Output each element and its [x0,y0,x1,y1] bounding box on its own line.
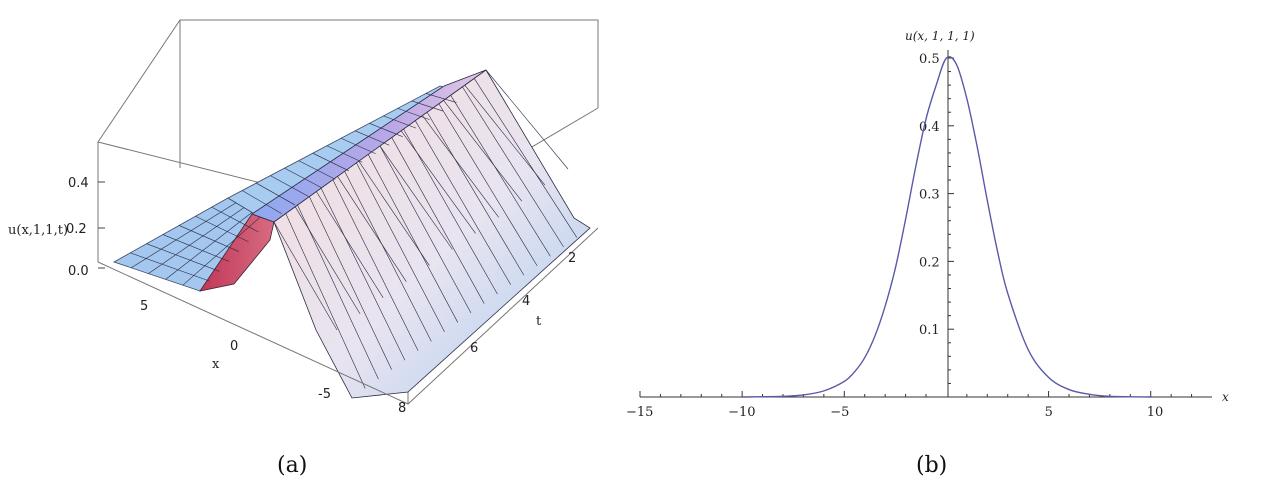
x-tick-label: −10 [728,405,755,420]
x-axis-ticks: 5 0 -5 [140,299,331,402]
plot-title: u(x, 1, 1, 1) [905,29,975,43]
mesh-line [383,115,417,129]
t-tick-label: 8 [398,401,406,416]
mesh-line [256,182,296,206]
z-tick-label: 0.4 [68,176,89,191]
t-axis-ticks: 2 4 6 8 [398,251,576,416]
mesh-line [297,204,379,380]
caption-b: (b) [916,453,947,478]
mesh-line [397,108,430,120]
surface-bump-left [199,213,275,292]
mesh-line [443,100,523,202]
mesh-line [450,95,551,257]
mesh-line [273,221,338,331]
bounding-box-front [97,227,599,405]
mesh-line [473,78,578,238]
mesh-line [422,115,499,218]
y-tick-label: 0.1 [919,323,940,338]
x-tick-label: 10 [1147,405,1164,420]
mesh-line [403,128,498,295]
mesh-line [294,206,361,315]
mesh-line [415,120,511,285]
mesh-line [195,216,249,242]
mesh-line [211,206,259,233]
mesh-line [298,160,336,180]
mesh-line [400,130,476,234]
mesh-line [438,103,538,266]
y-tick-label: 0.2 [919,255,940,270]
mesh-line [162,234,230,262]
surface-plot: 0.4 0.2 0.0 u(x,1,1,t) 5 0 -5 x 2 4 6 8 … [8,19,599,416]
z-tick-label: 0.2 [66,222,87,237]
mesh-line [130,252,210,282]
mesh-line [284,167,323,189]
y-tick-label: 0.3 [919,188,940,203]
mesh-line [425,93,457,103]
mesh-line [379,145,453,250]
mesh-line [285,213,366,389]
mesh-line [379,145,472,314]
mesh-line [485,69,569,170]
mesh-line [332,179,419,351]
z-tick-label: 0.0 [68,264,89,279]
t-tick-label: 2 [568,251,576,266]
x-tick-label: 0 [230,339,238,354]
mesh-line [411,100,444,112]
mesh-line [270,175,309,197]
mesh-line [337,176,407,282]
mesh-line [426,112,525,276]
mesh-line [309,196,392,370]
mesh-line [165,212,253,280]
t-tick-label: 4 [522,294,530,309]
mesh-line [312,152,349,172]
z-axis-ticks: 0.4 0.2 0.0 [66,176,105,279]
mesh-line [326,145,363,163]
mesh-line [355,130,390,146]
x-tick-label: -5 [318,387,331,402]
mesh-line [464,85,546,186]
series-line [742,55,1151,398]
mesh-line [320,188,406,361]
z-axis-label: u(x,1,1,t) [8,223,68,238]
x-tick-label: 5 [1045,405,1053,420]
mesh-line [148,207,245,274]
surface-mesh [130,69,578,389]
mesh-line [316,191,384,298]
y-tick-label: 0.4 [919,120,940,135]
y-axis-ticks: 0.1 0.2 0.3 0.4 0.5 [919,52,954,384]
t-tick-label: 6 [470,341,478,356]
x-axis-label: x [212,357,220,372]
mesh-line [367,154,459,323]
x-tick-label: −5 [830,405,849,420]
mesh-line [369,123,403,137]
t-axis-label: t [536,314,542,329]
mesh-line [358,161,430,266]
caption-a: (a) [277,453,307,478]
surface-ridge-right [273,69,591,399]
x-axis-label: x [1222,390,1229,404]
mesh-line [356,162,445,333]
x-axis-ticks: −15 −10 −5 5 10 [626,391,1193,420]
mesh-line [131,202,237,269]
mesh-line [391,137,485,304]
mesh-line [146,243,220,272]
mesh-line [182,216,261,286]
y-tick-label: 0.5 [919,52,940,67]
mesh-line [340,137,376,155]
x-tick-label: 5 [140,299,148,314]
line-plot: −15 −10 −5 5 10 0.1 0.2 0.3 0.4 0.5 u(x, 1, 1, 1… [626,29,1229,420]
mesh-line [241,190,282,214]
mesh-line [462,86,564,248]
mesh-line [344,171,432,342]
mesh-line [179,225,239,252]
x-tick-label: −15 [626,405,653,420]
